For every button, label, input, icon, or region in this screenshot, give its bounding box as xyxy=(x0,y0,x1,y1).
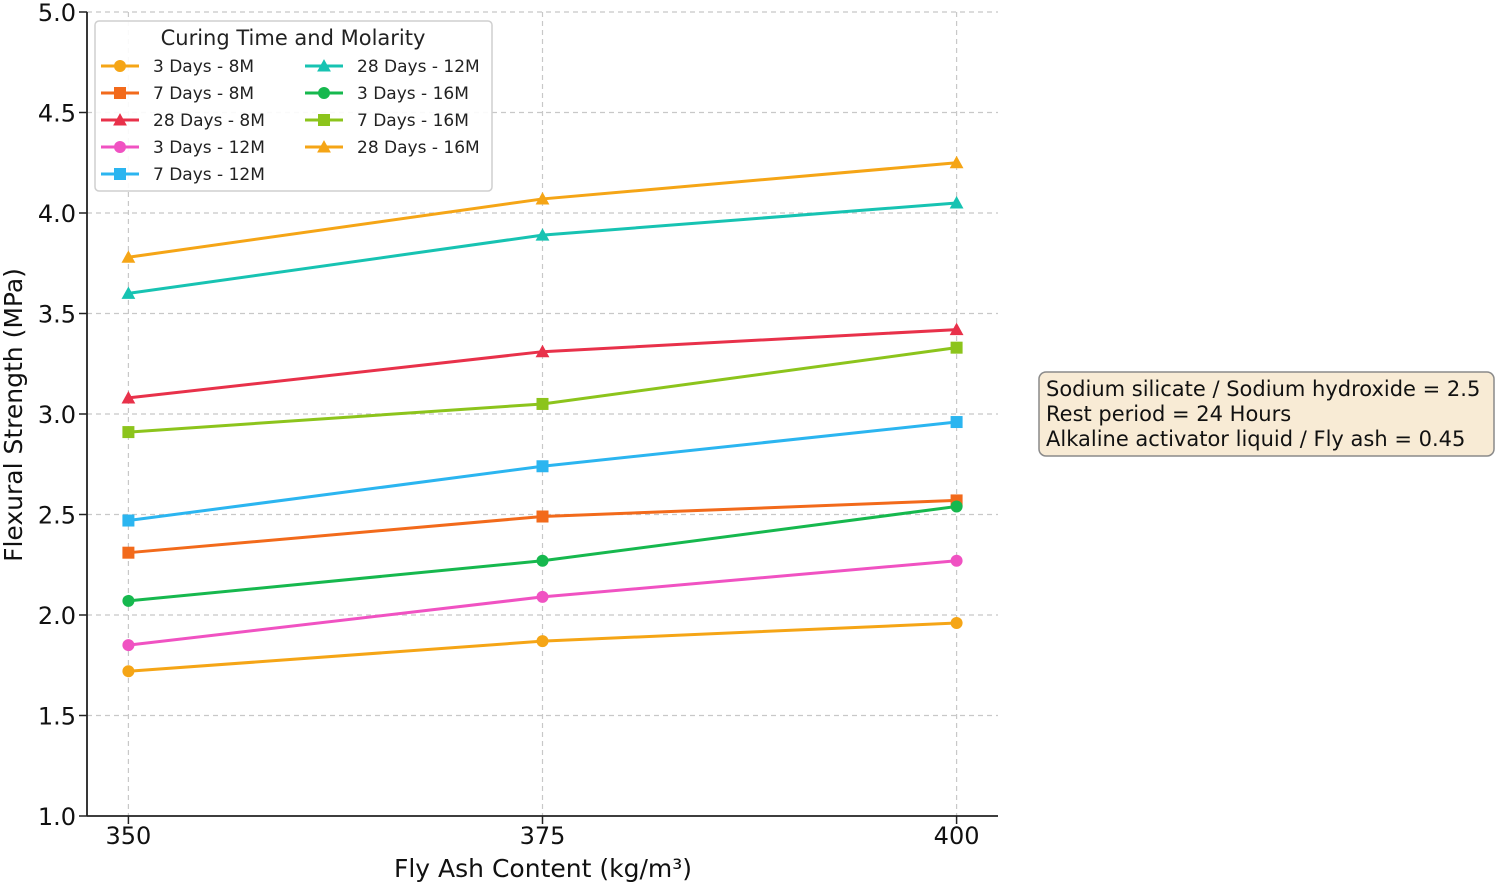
legend-item: 3 Days - 16M xyxy=(305,84,469,104)
y-axis-label: Flexural Strength (MPa) xyxy=(0,268,28,562)
annotation-line-1: Sodium silicate / Sodium hydroxide = 2.5 xyxy=(1046,377,1480,401)
data-point xyxy=(949,322,964,336)
y-tick-label: 3.0 xyxy=(38,401,76,429)
annotation-line-2: Rest period = 24 Hours xyxy=(1046,402,1291,426)
series-28-days-16m xyxy=(121,155,964,263)
data-point xyxy=(121,286,136,299)
legend-item: 28 Days - 12M xyxy=(305,57,480,77)
legend: Curing Time and Molarity 3 Days - 8M 7 Da… xyxy=(94,20,493,192)
annotation-box xyxy=(1038,371,1495,457)
data-point xyxy=(949,155,964,169)
data-point xyxy=(950,416,963,429)
legend-swatch-marker xyxy=(318,87,330,99)
legend-swatch-marker xyxy=(318,114,330,126)
legend-label: 3 Days - 8M xyxy=(153,57,254,77)
series-3-days-8m xyxy=(122,617,963,678)
data-point xyxy=(536,590,549,603)
axes xyxy=(79,11,998,824)
x-tick-label: 350 xyxy=(106,822,152,850)
legend-swatch-marker xyxy=(114,87,126,99)
y-tick-label: 1.0 xyxy=(38,803,76,831)
legend-item: 7 Days - 8M xyxy=(101,84,254,104)
annotation-line-3: Alkaline activator liquid / Fly ash = 0.… xyxy=(1046,427,1465,451)
x-tick-label: 375 xyxy=(520,822,566,850)
series-3-days-12m xyxy=(122,554,963,652)
data-point xyxy=(535,192,550,205)
legend-label: 28 Days - 12M xyxy=(357,57,480,77)
legend-label: 7 Days - 8M xyxy=(153,84,254,104)
data-point xyxy=(536,635,549,648)
x-axis-label: Fly Ash Content (kg/m³) xyxy=(394,854,692,883)
y-tick-label: 4.5 xyxy=(38,100,76,128)
legend-item: 28 Days - 8M xyxy=(101,111,265,131)
legend-swatch-marker xyxy=(114,141,126,153)
series-7-days-16m xyxy=(122,341,963,439)
data-point xyxy=(536,510,549,523)
series-7-days-12m xyxy=(122,416,963,527)
y-tick-label: 1.5 xyxy=(38,703,76,731)
data-point xyxy=(535,344,550,358)
data-point xyxy=(536,554,549,567)
series-28-days-8m xyxy=(121,322,964,404)
data-point xyxy=(536,460,549,473)
data-point xyxy=(536,397,549,410)
data-point xyxy=(950,617,963,630)
legend-box xyxy=(94,20,493,192)
legend-item: 7 Days - 12M xyxy=(101,165,265,185)
legend-swatch-marker xyxy=(114,168,126,180)
y-tick-label: 3.5 xyxy=(38,301,76,329)
legend-label: 7 Days - 12M xyxy=(153,165,265,185)
legend-label: 28 Days - 8M xyxy=(153,111,265,131)
y-tick-label: 2.0 xyxy=(38,602,76,630)
data-point xyxy=(122,426,135,439)
legend-swatch-marker xyxy=(113,113,127,126)
data-point xyxy=(122,665,135,678)
legend-item: 28 Days - 16M xyxy=(305,138,480,158)
data-point xyxy=(950,554,963,567)
legend-swatch-marker xyxy=(317,59,331,72)
data-point xyxy=(122,546,135,559)
data-point xyxy=(950,341,963,354)
legend-label: 7 Days - 16M xyxy=(357,111,469,131)
data-point xyxy=(950,500,963,513)
series-3-days-16m xyxy=(122,500,963,607)
y-tick-label: 4.0 xyxy=(38,200,76,228)
legend-swatch-marker xyxy=(114,60,126,72)
x-tick-label: 400 xyxy=(934,822,980,850)
legend-item: 7 Days - 16M xyxy=(305,111,469,131)
data-point xyxy=(121,250,136,263)
data-point xyxy=(121,391,136,404)
legend-title: Curing Time and Molarity xyxy=(161,26,426,50)
y-tick-labels: 1.0 1.5 2.0 2.5 3.0 3.5 4.0 4.5 5.0 xyxy=(38,0,76,831)
data-point xyxy=(949,196,964,209)
parameters-annotation: Sodium silicate / Sodium hydroxide = 2.5… xyxy=(1038,371,1495,457)
y-tick-label: 2.5 xyxy=(38,502,76,530)
legend-label: 3 Days - 16M xyxy=(357,84,469,104)
series-28-days-12m xyxy=(121,196,964,299)
data-point xyxy=(122,639,135,652)
legend-item: 3 Days - 12M xyxy=(101,138,265,158)
data-point xyxy=(122,514,135,527)
y-tick-label: 5.0 xyxy=(38,0,76,27)
data-point xyxy=(535,228,550,241)
legend-swatch-marker xyxy=(317,140,331,153)
legend-label: 28 Days - 16M xyxy=(357,138,480,158)
data-point xyxy=(122,594,135,607)
legend-item: 3 Days - 8M xyxy=(101,57,254,77)
series-group xyxy=(121,155,964,678)
legend-label: 3 Days - 12M xyxy=(153,138,265,158)
x-tick-labels: 350 375 400 xyxy=(106,822,980,850)
